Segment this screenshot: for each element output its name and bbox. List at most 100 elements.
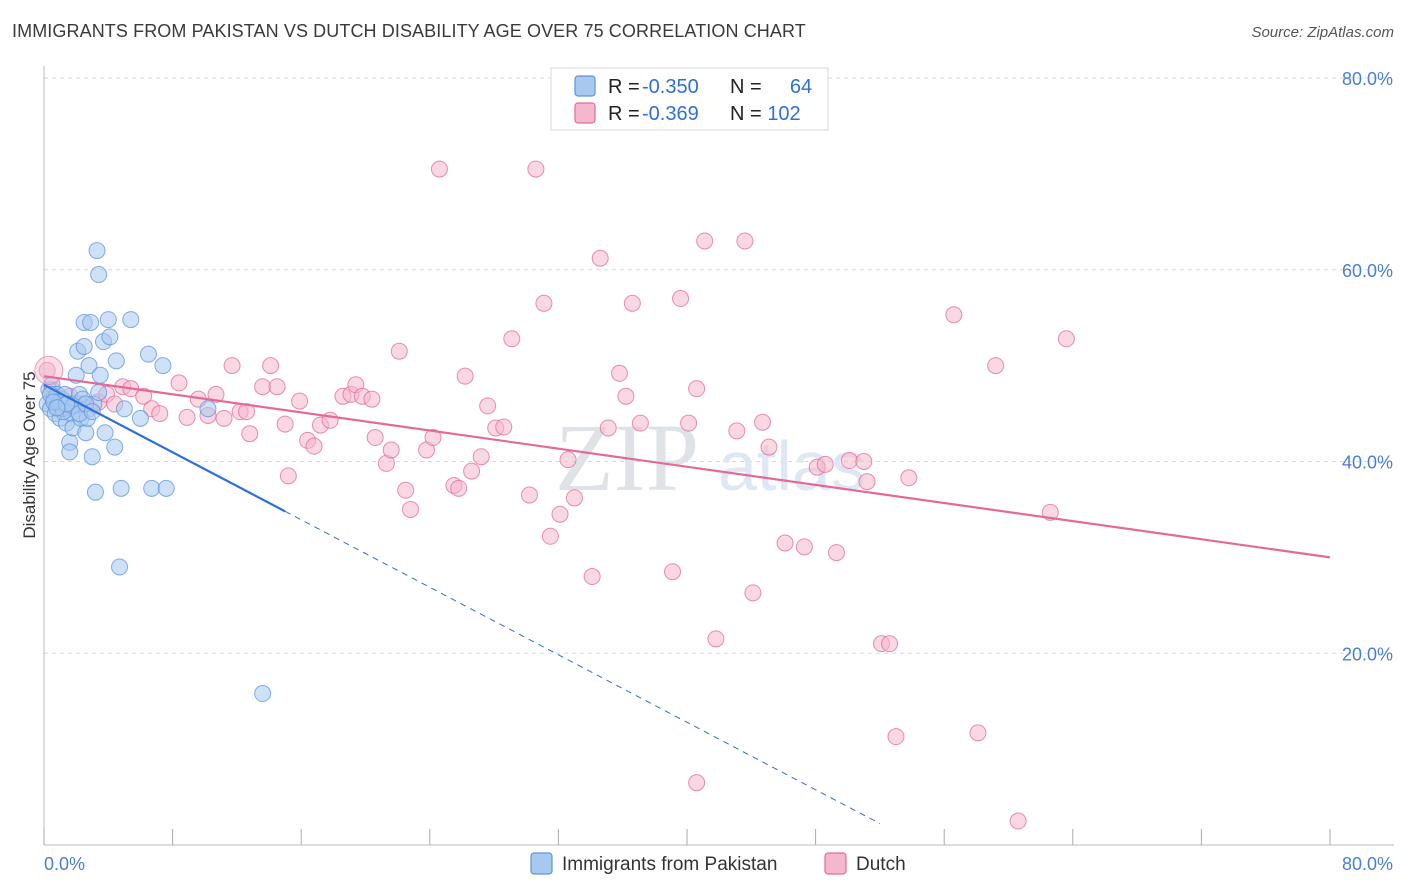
pakistan-point-61 [90,383,108,401]
dutch-point-40 [366,429,384,447]
pakistan-point-34 [90,266,108,284]
dutch-point-87 [827,544,845,562]
dutch-point-82 [760,438,778,456]
dutch-point-95 [945,306,963,324]
pakistan-point-50 [111,558,129,576]
dutch-point-59 [527,160,545,178]
watermark-atlas: atlas [718,427,866,505]
dutch-point-15 [170,374,188,392]
dutch-point-65 [583,568,601,586]
y-tick-label-2: 60.0% [1342,261,1393,281]
regression-lines [43,375,1331,824]
source-label: Source: ZipAtlas.com [1251,24,1394,41]
dutch-point-89 [855,453,873,470]
dutch-point-79 [736,232,754,250]
dutch-point-39 [363,390,381,408]
dutch-point-47 [424,429,442,447]
series-legend: Immigrants from Pakistan Dutch [530,852,906,875]
dutch-point-63 [559,451,577,469]
legend-swatch-dutch [574,102,596,124]
dutch-point-77 [707,630,725,648]
legend-n-value-pakistan: 64 [790,76,812,98]
pakistan-point-37 [96,424,114,442]
dutch-point-73 [672,290,690,308]
dutch-point-56 [495,418,513,436]
pakistan-point-44 [122,311,140,329]
dutch-point-92 [881,635,899,653]
dutch-point-72 [664,563,682,581]
pakistan-point-40 [106,438,124,456]
grid-lines [44,77,1394,654]
pakistan-point-52 [254,685,272,703]
legend-box [550,67,829,131]
x-tick-label-1: 80.0% [1342,854,1393,874]
dutch-point-43 [390,342,408,360]
dutch-point-30 [291,392,309,410]
chart-title: IMMIGRANTS FROM PAKISTAN VS DUTCH DISABI… [12,21,806,41]
pakistan-point-46 [139,345,157,363]
dutch-point-81 [754,413,772,431]
dutch-point-58 [520,486,538,504]
legend-label-immigrants-from-pakistan: Immigrants from Pakistan [562,854,777,875]
dutch-point-28 [276,415,294,433]
dutch-point-62 [551,505,569,523]
dutch-point-66 [591,249,609,267]
pakistan-point-26 [77,424,95,442]
axes [43,66,1394,846]
dutch-point-53 [472,448,490,466]
x-tick-label-0: 0.0% [44,854,85,874]
dutch-regression-line [43,375,1331,559]
dutch-point-25 [254,378,272,396]
watermark: ZIP atlas [555,404,866,511]
dutch-point-78 [728,422,746,440]
pakistan-point-28 [80,357,98,375]
legend-n-value-dutch: 102 [767,103,800,125]
dutch-point-large [34,355,64,385]
pakistan-point-24 [75,337,93,355]
dutch-point-74 [680,414,698,432]
dutch-point-32 [305,437,323,455]
pakistan-point-41 [107,352,125,370]
dutch-point-27 [268,378,286,396]
dutch-point-57 [503,330,521,348]
dutch-point-24 [241,425,259,443]
y-axis-label: Disability Age Over 75 [20,371,39,538]
dutch-point-52 [463,462,481,480]
dutch-point-45 [402,500,420,518]
legend-r-value-dutch: -0.369 [642,103,699,125]
dutch-point-20 [215,409,233,427]
pakistan-point-42 [112,479,130,497]
dutch-point-90 [858,473,876,491]
dutch-point-101 [688,774,706,792]
pakistan-point-49 [157,479,175,497]
legend-swatch-pakistan [574,75,596,97]
dutch-point-71 [631,414,649,432]
dutch-point-14 [151,405,169,423]
data-points [34,160,1075,830]
dutch-point-48 [430,160,448,178]
legend-label-dutch: Dutch [856,854,906,875]
pakistan-point-63 [48,399,66,417]
dutch-point-26 [262,357,280,375]
legend-swatch-immigrants-from-pakistan [530,852,553,875]
pakistan-point-15 [61,443,79,461]
legend-swatch-dutch-bottom [824,852,847,875]
dutch-point-29 [279,467,297,485]
pakistan-point-48 [154,357,172,375]
legend-r-label-dutch: R = [608,103,640,125]
dutch-point-16 [178,408,196,426]
pakistan-point-32 [86,483,104,501]
dutch-point-60 [535,294,553,312]
legend-n-label-dutch: N = [730,103,762,125]
x-tick-labels: 0.0% 80.0% [44,854,1393,874]
y-tick-labels: 20.0% 40.0% 60.0% 80.0% [1342,69,1393,664]
dutch-point-84 [795,538,813,556]
dutch-point-61 [541,527,559,545]
y-tick-label-1: 40.0% [1342,453,1393,473]
dutch-point-93 [887,728,905,746]
dutch-point-96 [969,724,987,742]
dutch-point-86 [816,455,834,473]
pakistan-regression-line [43,383,286,513]
dutch-point-44 [397,481,415,499]
